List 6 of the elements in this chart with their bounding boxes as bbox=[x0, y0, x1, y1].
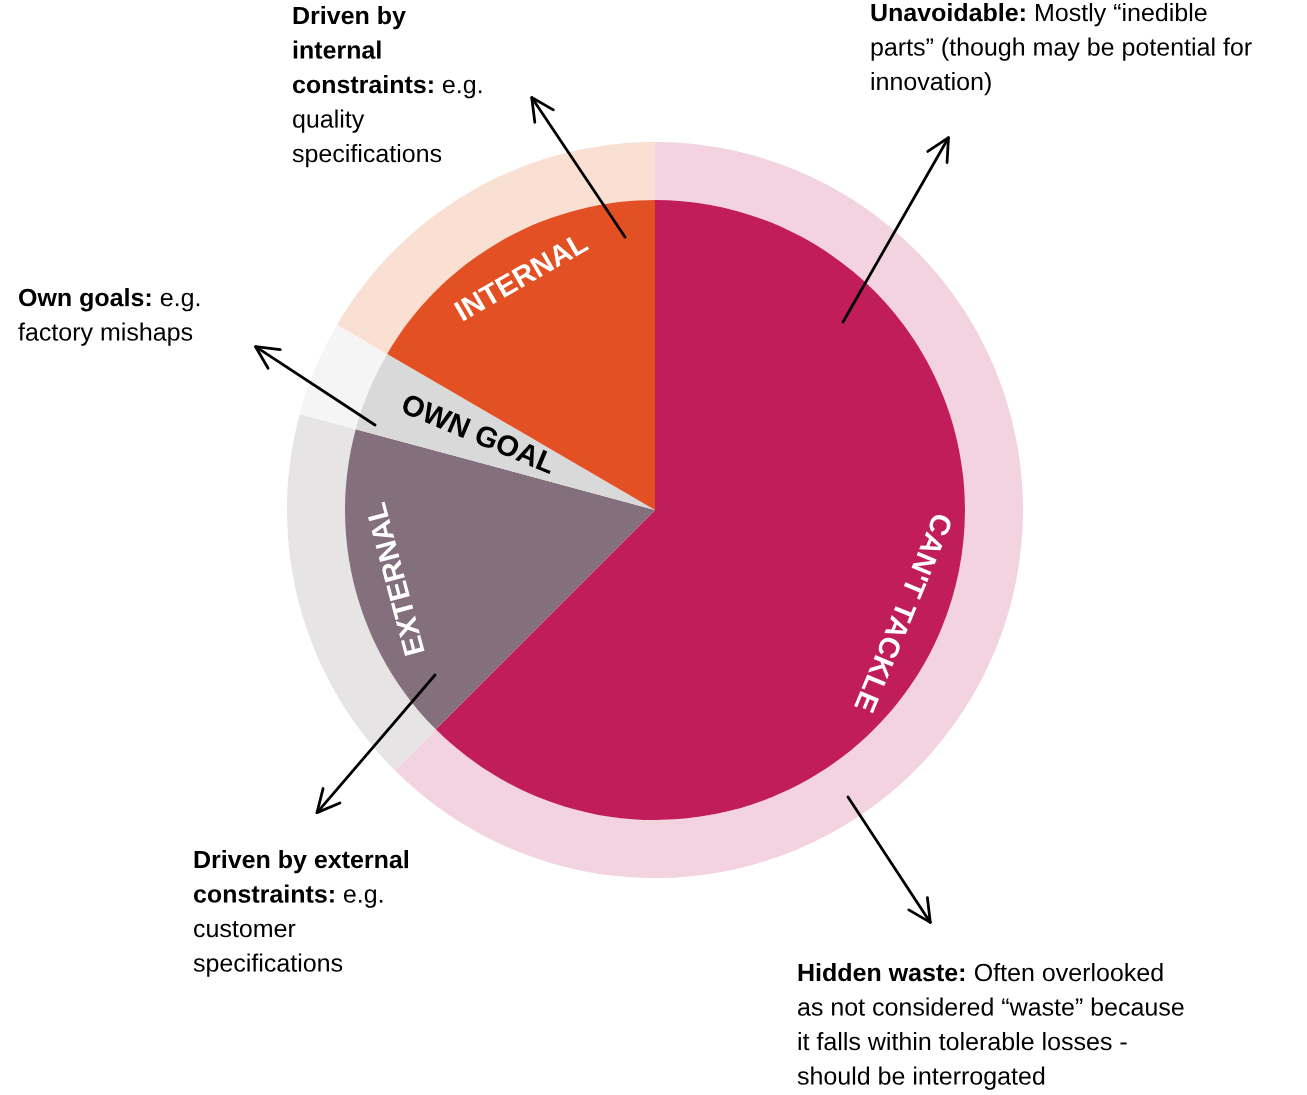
text: Driven by internal constraints: e.g. quality specifications bbox=[292, 6, 482, 168]
text: Hidden waste: Often overlooked as not considered “waste” because it falls within tolerable losses - should be interrogated bbox=[797, 963, 1184, 1090]
text: Driven by external constraints: e.g. customer specifications bbox=[193, 850, 408, 977]
slice-label: OWN GOAL bbox=[400, 392, 558, 475]
text: Unavoidable: Mostly “inedible parts” (though may be potential for innovation) bbox=[871, 3, 1252, 96]
text: Own goals: e.g. factory mishaps bbox=[18, 288, 200, 346]
